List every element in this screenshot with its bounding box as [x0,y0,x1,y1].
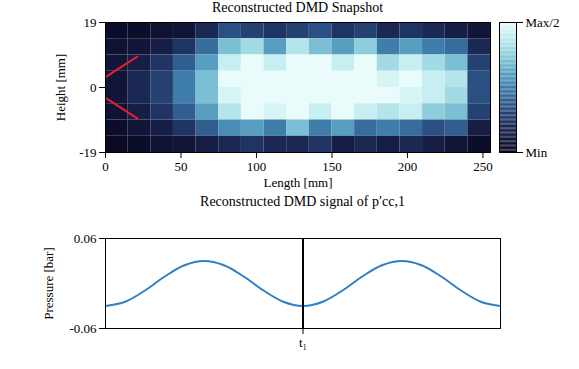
svg-text:100: 100 [247,159,267,174]
svg-text:Min: Min [526,145,548,160]
svg-text:0: 0 [102,159,109,174]
svg-text:t₁: t₁ [299,335,307,350]
svg-text:Max/2: Max/2 [526,15,560,30]
svg-text:Length [mm]: Length [mm] [264,175,333,190]
svg-text:250: 250 [473,159,493,174]
svg-text:200: 200 [398,159,418,174]
svg-text:19: 19 [84,15,97,30]
svg-text:-19: -19 [79,145,96,160]
svg-text:0.06: 0.06 [74,231,97,246]
svg-text:Height [mm]: Height [mm] [53,54,68,122]
svg-text:0: 0 [90,80,97,95]
html-text:Reconstructed DMD Snapshot: Reconstructed DMD Snapshot [212,0,383,15]
svg-text:150: 150 [322,159,342,174]
html-text:Reconstructed DMD signal of p′: Reconstructed DMD signal of p′cc,1 [200,194,405,209]
svg-text:50: 50 [174,159,187,174]
svg-text:Pressure [bar]: Pressure [bar] [41,247,56,320]
svg-text:-0.06: -0.06 [69,321,97,336]
